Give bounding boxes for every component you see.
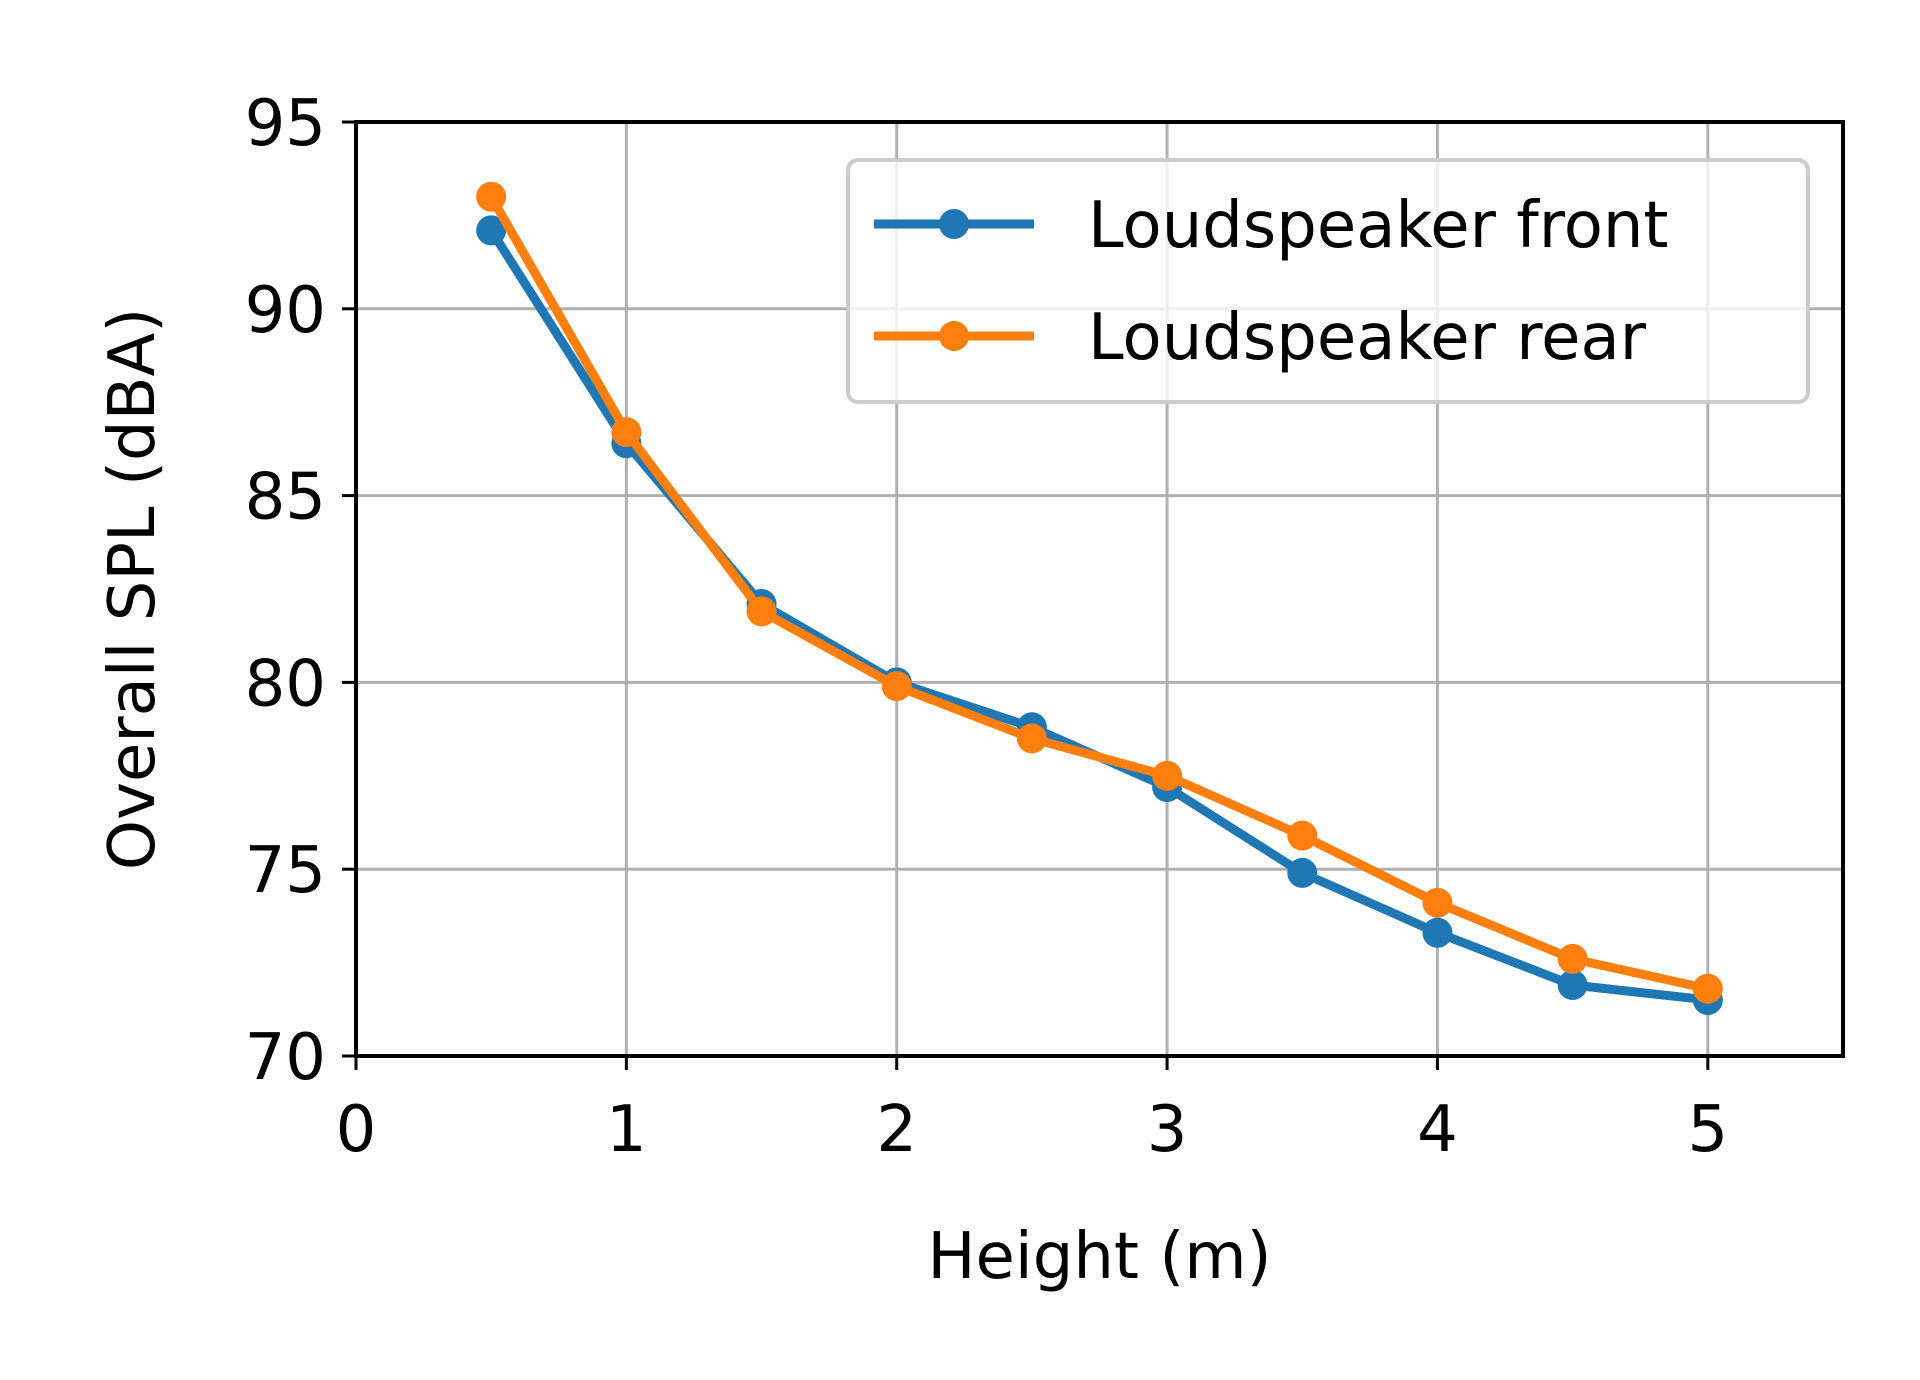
legend-item: Loudspeaker front: [874, 189, 1669, 263]
data-point: [611, 417, 642, 448]
x-axis-label: Height (m): [927, 1220, 1271, 1294]
data-point: [1152, 760, 1183, 791]
x-tick-label: 3: [1147, 1093, 1188, 1167]
series-rear: [476, 181, 1723, 1004]
x-tick-label: 1: [606, 1093, 647, 1167]
x-tick-label: 2: [876, 1093, 917, 1167]
y-tick-label: 90: [245, 274, 326, 348]
series-layer: [476, 181, 1723, 1015]
data-point: [746, 596, 777, 627]
data-point: [1692, 973, 1723, 1004]
x-tick-label: 5: [1687, 1093, 1728, 1167]
ticks: 0 1 2 3 4 5 70 75 80 85 90 95: [245, 87, 1729, 1167]
data-point: [476, 181, 507, 212]
data-point: [881, 671, 912, 702]
y-tick-label: 70: [245, 1021, 326, 1095]
data-point: [1016, 723, 1047, 754]
y-tick-label: 80: [245, 647, 326, 721]
plot-frame: [354, 120, 1845, 1058]
legend-label: Loudspeaker front: [1088, 189, 1669, 263]
data-point: [1422, 887, 1453, 918]
y-tick-label: 95: [245, 87, 326, 161]
data-point: [1422, 917, 1453, 948]
legend-item: Loudspeaker rear: [874, 301, 1647, 375]
x-tick-label: 4: [1417, 1093, 1458, 1167]
y-axis-label: Overall SPL (dBA): [96, 308, 170, 871]
data-point: [476, 215, 507, 246]
data-point: [1287, 820, 1318, 851]
legend-swatch-marker: [939, 321, 969, 351]
legend-swatch-marker: [939, 209, 969, 239]
data-point: [1287, 857, 1318, 888]
data-point: [1557, 943, 1588, 974]
legend-box: [846, 158, 1810, 404]
y-tick-label: 85: [245, 461, 326, 535]
data-point: [1557, 970, 1588, 1001]
y-tick-label: 75: [245, 834, 326, 908]
legend-label: Loudspeaker rear: [1088, 301, 1647, 375]
legend: Loudspeaker front Loudspeaker rear: [846, 158, 1810, 404]
series-line: [486, 192, 1713, 994]
x-tick-label: 0: [336, 1093, 377, 1167]
